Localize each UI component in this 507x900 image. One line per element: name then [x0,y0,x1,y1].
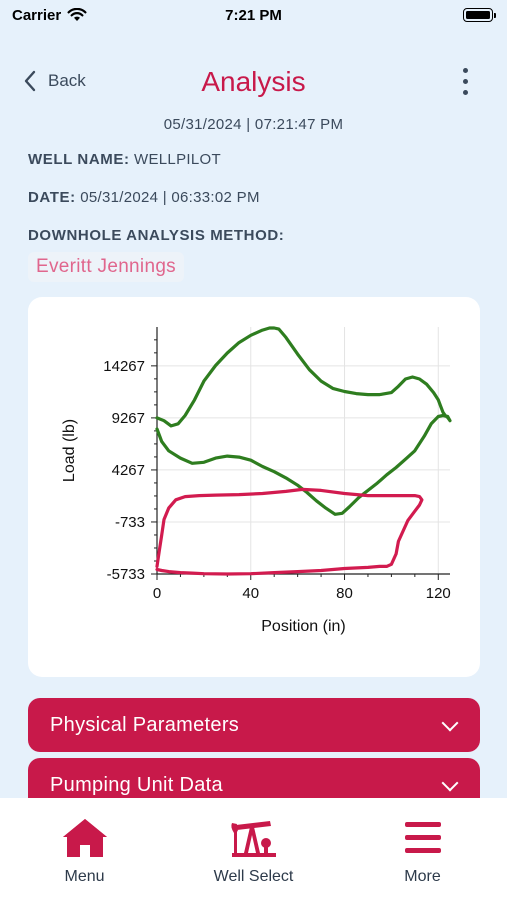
y-tick-label: 9267 [112,410,145,427]
x-tick-label: 0 [153,585,161,602]
tab-label: More [404,868,441,885]
y-tick-label: 4267 [112,462,145,479]
x-tick-label: 80 [336,585,353,602]
downhole-card-line [155,487,424,576]
well-name-label: WELL NAME: [28,151,130,168]
well-name-row: WELL NAME: WELLPILOT [28,151,221,168]
battery-icon [463,8,496,22]
dynagraph-chart: -5733 -733 4267 9267 14267 0 40 80 120 Position (… [61,326,452,635]
well-name-value: WELLPILOT [134,151,221,168]
page-title: Analysis [201,66,306,97]
date-value: 05/31/2024 | 06:33:02 PM [80,189,260,206]
header: Back Analysis [0,60,507,106]
y-tick-label: -5733 [107,566,145,583]
x-tick-label: 40 [242,585,259,602]
pumpjack-icon [229,816,279,860]
tab-more[interactable]: More [363,816,483,886]
tab-well-select[interactable]: Well Select [194,816,314,886]
tab-label: Well Select [213,868,294,885]
tab-label: Menu [64,868,105,885]
status-bar: Carrier 7:21 PM [0,0,507,30]
status-left: Carrier [12,7,87,24]
report-timestamp: 05/31/2024 | 07:21:47 PM [163,116,344,133]
back-label: Back [48,71,86,90]
y-axis-label: Load (lb) [61,419,78,482]
x-tick-label: 120 [426,585,451,602]
accordion-label: Physical Parameters [50,713,240,736]
y-tick-label: -733 [115,514,145,531]
home-icon [60,816,110,860]
chevron-left-icon [24,70,36,92]
method-value: Everitt Jennings [28,252,184,282]
carrier-label: Carrier [12,6,62,24]
x-axis-label: Position (in) [261,618,345,635]
physical-parameters-accordion[interactable]: Physical Parameters [28,698,480,752]
chevron-down-icon [441,774,459,792]
wifi-icon [67,8,87,21]
y-tick-label: 14267 [103,358,145,375]
hamburger-icon [398,816,448,860]
method-row: DOWNHOLE ANALYSIS METHOD: [28,227,284,244]
accordion-label: Pumping Unit Data [50,773,223,796]
dynagraph-card: -5733 -733 4267 9267 14267 0 40 80 120 Position (… [28,297,480,677]
back-button[interactable]: Back [24,70,86,92]
tab-bar: Menu Well Select More [0,798,507,900]
surface-card-line [155,326,452,516]
method-label: DOWNHOLE ANALYSIS METHOD: [28,227,285,244]
date-row: DATE: 05/31/2024 | 06:33:02 PM [28,189,260,206]
more-options-icon[interactable] [459,68,471,98]
chevron-down-icon [441,714,459,732]
date-label: DATE: [28,189,76,206]
tab-menu[interactable]: Menu [25,816,145,886]
